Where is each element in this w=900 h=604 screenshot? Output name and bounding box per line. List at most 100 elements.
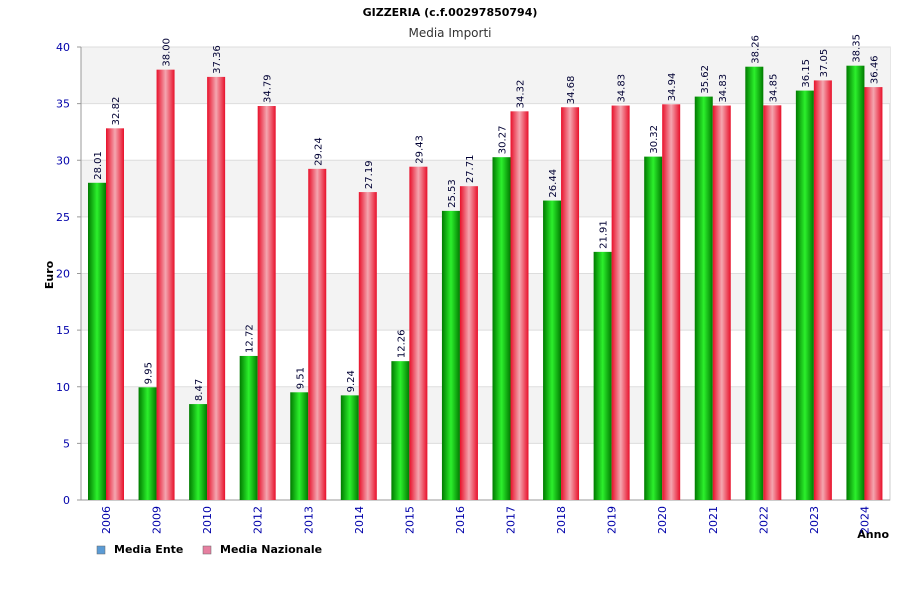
x-tick-label: 2015 bbox=[403, 506, 416, 534]
x-axis: 2006 2009 2010 2012 2013 2014 2015 2016 2017 2018… bbox=[100, 506, 871, 534]
data-label: 29.43 bbox=[414, 135, 425, 164]
y-tick-label: 10 bbox=[56, 381, 70, 394]
x-tick-label: 2016 bbox=[454, 506, 467, 534]
data-label: 34.83 bbox=[617, 74, 628, 103]
x-tick-label: 2019 bbox=[606, 506, 619, 534]
bar-media-ente bbox=[694, 96, 713, 500]
data-label: 30.27 bbox=[498, 126, 509, 155]
bar-media-nazionale bbox=[510, 111, 529, 501]
bar-media-nazionale bbox=[459, 186, 478, 500]
x-tick-label: 2014 bbox=[353, 506, 366, 534]
data-label: 34.79 bbox=[263, 74, 274, 103]
bar-media-ente bbox=[593, 251, 612, 500]
data-label: 12.26 bbox=[396, 330, 407, 359]
data-label: 28.01 bbox=[93, 151, 104, 180]
data-label: 29.24 bbox=[313, 137, 324, 166]
data-label: 36.15 bbox=[801, 59, 812, 88]
x-tick-label: 2024 bbox=[858, 506, 871, 534]
bar-media-nazionale bbox=[409, 166, 428, 500]
legend-label: Media Nazionale bbox=[220, 543, 322, 556]
y-tick-label: 25 bbox=[56, 211, 70, 224]
data-label: 9.51 bbox=[295, 367, 306, 389]
bar-media-nazionale bbox=[662, 104, 681, 500]
bars-group: 28.01 32.82 9.95 38.00 8.47 37.36 12.72 34.79 9.… bbox=[88, 34, 883, 501]
data-label: 34.68 bbox=[566, 76, 577, 105]
bar-media-nazionale bbox=[864, 87, 883, 500]
bar-media-ente bbox=[644, 156, 663, 500]
y-tick-label: 0 bbox=[63, 494, 70, 507]
bar-media-nazionale bbox=[257, 106, 276, 501]
x-tick-label: 2013 bbox=[302, 506, 315, 534]
bar-media-ente bbox=[189, 404, 208, 500]
data-label: 9.24 bbox=[346, 370, 357, 392]
bar-media-nazionale bbox=[611, 105, 630, 501]
data-label: 34.83 bbox=[718, 74, 729, 103]
y-tick-label: 30 bbox=[56, 154, 70, 167]
bar-media-ente bbox=[340, 395, 359, 500]
data-label: 9.95 bbox=[144, 362, 155, 384]
data-label: 34.32 bbox=[516, 80, 527, 109]
x-tick-label: 2020 bbox=[656, 506, 669, 534]
x-tick-label: 2018 bbox=[555, 506, 568, 534]
bar-media-nazionale bbox=[561, 107, 580, 501]
bar-media-ente bbox=[492, 157, 511, 500]
chart-subtitle: Media Importi bbox=[408, 26, 491, 40]
bar-media-ente bbox=[239, 355, 258, 500]
bar-media-ente bbox=[795, 90, 814, 500]
data-label: 37.36 bbox=[212, 45, 223, 74]
data-label: 34.94 bbox=[667, 73, 678, 102]
bar-media-nazionale bbox=[106, 128, 124, 500]
data-label: 12.72 bbox=[245, 324, 256, 353]
y-tick-label: 5 bbox=[63, 437, 70, 450]
x-tick-label: 2022 bbox=[757, 506, 770, 534]
data-label: 37.05 bbox=[819, 49, 830, 78]
x-tick-label: 2012 bbox=[252, 506, 265, 534]
bar-media-nazionale bbox=[308, 168, 327, 500]
bar-media-ente bbox=[441, 210, 460, 501]
legend-label: Media Ente bbox=[114, 543, 183, 556]
x-tick-label: 2006 bbox=[100, 506, 113, 534]
bar-media-ente bbox=[391, 361, 410, 500]
data-label: 38.35 bbox=[851, 34, 862, 63]
data-label: 34.85 bbox=[768, 74, 779, 103]
data-label: 21.91 bbox=[599, 220, 610, 249]
chart-title: GIZZERIA (c.f.00297850794) bbox=[363, 6, 538, 19]
legend-swatch bbox=[202, 545, 212, 555]
y-axis: 0 5 10 15 20 25 30 35 40 bbox=[56, 41, 81, 507]
legend-swatch bbox=[96, 545, 106, 555]
y-tick-label: 40 bbox=[56, 41, 70, 54]
y-tick-label: 35 bbox=[56, 98, 70, 111]
x-tick-label: 2009 bbox=[151, 506, 164, 534]
legend: Media Ente Media Nazionale bbox=[96, 543, 322, 556]
x-tick-label: 2010 bbox=[201, 506, 214, 534]
data-label: 8.47 bbox=[194, 379, 205, 401]
bar-media-ente bbox=[543, 200, 562, 500]
bar-media-ente bbox=[88, 182, 106, 500]
data-label: 32.82 bbox=[111, 97, 122, 126]
bar-media-nazionale bbox=[207, 76, 226, 500]
x-tick-label: 2021 bbox=[707, 506, 720, 534]
data-label: 35.62 bbox=[700, 65, 711, 94]
data-label: 38.26 bbox=[750, 35, 761, 64]
y-tick-label: 15 bbox=[56, 324, 70, 337]
bar-media-nazionale bbox=[156, 69, 175, 501]
x-axis-label: Anno bbox=[857, 528, 889, 541]
bar-media-nazionale bbox=[813, 80, 832, 500]
bar-media-nazionale bbox=[712, 105, 731, 501]
bar-media-ente bbox=[290, 392, 309, 500]
data-label: 25.53 bbox=[447, 179, 458, 208]
data-label: 27.19 bbox=[364, 160, 375, 189]
data-label: 26.44 bbox=[548, 169, 559, 198]
bar-media-ente bbox=[846, 65, 865, 500]
bar-media-ente bbox=[138, 387, 157, 500]
y-axis-label: Euro bbox=[43, 260, 56, 289]
bar-media-nazionale bbox=[763, 105, 782, 500]
x-tick-label: 2017 bbox=[505, 506, 518, 534]
data-label: 36.46 bbox=[869, 55, 880, 84]
y-tick-label: 20 bbox=[56, 268, 70, 281]
data-label: 38.00 bbox=[162, 38, 173, 67]
x-tick-label: 2023 bbox=[808, 506, 821, 534]
bar-media-ente bbox=[745, 66, 764, 500]
